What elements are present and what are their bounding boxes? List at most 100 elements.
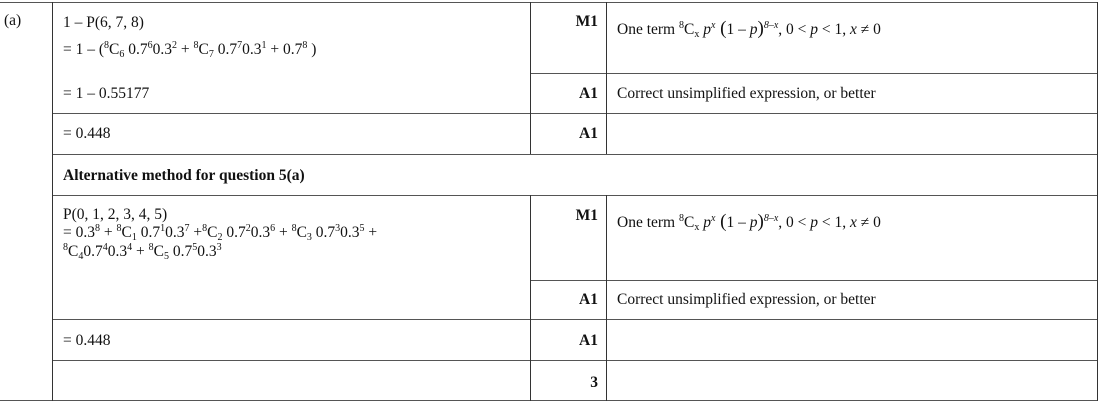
formula-part: 0.7 [213,41,238,58]
mark-a1: A1 [579,125,598,142]
formula-part: 8 [193,40,199,51]
rule [0,400,1098,401]
formula-part: ) [757,211,764,232]
formula-part: p [810,214,819,231]
formula-part: 7 [237,40,243,51]
formula-part: 4 [127,242,133,253]
formula-part: x [694,29,700,40]
formula-part: 7 [208,49,214,60]
rule [52,195,1098,196]
formula-part: 0.3 [250,224,271,241]
working-line: 8C40.740.34 + 8C5 0.750.33 [63,242,222,262]
rule [530,195,531,401]
formula-part: One term [617,21,679,38]
formula-part: 0.7 [136,224,161,241]
formula-part: 4 [102,242,108,253]
working-answer: = 0.448 [63,125,111,142]
mark-a1: A1 [579,85,598,102]
formula-part: ( [715,18,727,39]
formula-part: 1 [160,223,166,234]
formula-part: 0.3 [165,224,185,241]
formula-part: ( [715,211,727,232]
formula-part: 6 [119,49,125,60]
formula-part: + [275,224,292,241]
formula-part: 8 [104,40,110,51]
rule [52,319,1098,320]
formula-part: 8–x [763,20,779,31]
rule [0,2,1098,3]
working-line: 1 – P(6, 7, 8) [63,14,144,31]
rule [52,113,1098,114]
formula-part: , 0 < [778,21,811,38]
formula-part: x [694,222,700,233]
rule [530,280,1098,281]
formula-part: 8 [291,223,297,234]
formula-part: P(0, 1, 2, 3, 4, 5) [63,206,168,223]
comment-m1: One term 8Cx px (1 – p)8–x, 0 < p < 1, x… [617,211,881,233]
formula-part: 0.3 [242,41,262,58]
formula-part: 0.7 [222,224,246,241]
rule [52,154,1098,155]
formula-part: = 0.3 [63,224,95,241]
formula-part: C [296,224,307,241]
formula-part: C [683,21,695,38]
formula-part: 8–x [763,213,779,224]
formula-part: 8 [678,213,684,224]
formula-part: 0.3 [107,243,128,260]
mark-a1: A1 [579,332,598,349]
total-marks: 3 [590,374,598,391]
formula-part: 3 [306,232,312,243]
formula-part: 8 [302,40,308,51]
formula-part: 5 [163,251,169,262]
formula-part: 0.7 [311,224,336,241]
formula-part: C [683,214,695,231]
formula-part: 0.7 [168,243,193,260]
formula-part: p [810,21,819,38]
comment-a1: Correct unsimplified expression, or bett… [617,85,876,102]
formula-part: p [749,214,758,231]
formula-part: C [121,224,132,241]
rule [1097,2,1098,401]
formula-part: ) [307,41,317,58]
formula-part: 0.3 [152,41,172,58]
working-answer: = 0.448 [63,332,111,349]
formula-part: 3 [216,242,222,253]
formula-part: 5 [359,223,365,234]
formula-part: C [153,243,164,260]
formula-part: = 1 – ( [63,41,105,58]
formula-part: 0.3 [197,243,217,260]
formula-part: p [699,214,711,231]
formula-part: < 1, [818,21,851,38]
formula-part: x [710,20,716,31]
formula-part: + [132,243,149,260]
formula-part: 8 [95,223,100,234]
formula-part: 2 [217,232,223,243]
comment-m1: One term 8Cx px (1 – p)8–x, 0 < p < 1, x… [617,18,881,40]
formula-part: + [189,224,203,241]
formula-part: + [364,224,378,241]
formula-part: C [109,41,120,58]
formula-part: 3 [335,223,341,234]
formula-part: 7 [184,223,190,234]
formula-part: p [699,21,711,38]
formula-part: p [749,21,758,38]
formula-part: < 1, [818,214,851,231]
formula-part: 1 – P(6, 7, 8) [63,14,144,31]
formula-part: + [100,224,117,241]
formula-part: x [850,214,857,231]
formula-part: ) [757,18,764,39]
formula-part: C [68,243,79,260]
formula-part: 6 [147,40,153,51]
formula-part: + 0.7 [266,41,303,58]
mark-m1: M1 [575,207,598,224]
rule [530,73,1098,74]
rule [530,2,531,154]
formula-part: 5 [192,242,198,253]
formula-part: 0.7 [83,243,103,260]
rule [52,2,53,401]
formula-part: 4 [78,251,84,262]
formula-part: 1 – [726,21,750,38]
formula-part: 0.7 [124,41,148,58]
working-line: P(0, 1, 2, 3, 4, 5) [63,206,167,223]
comment-a1: Correct unsimplified expression, or bett… [617,291,876,308]
